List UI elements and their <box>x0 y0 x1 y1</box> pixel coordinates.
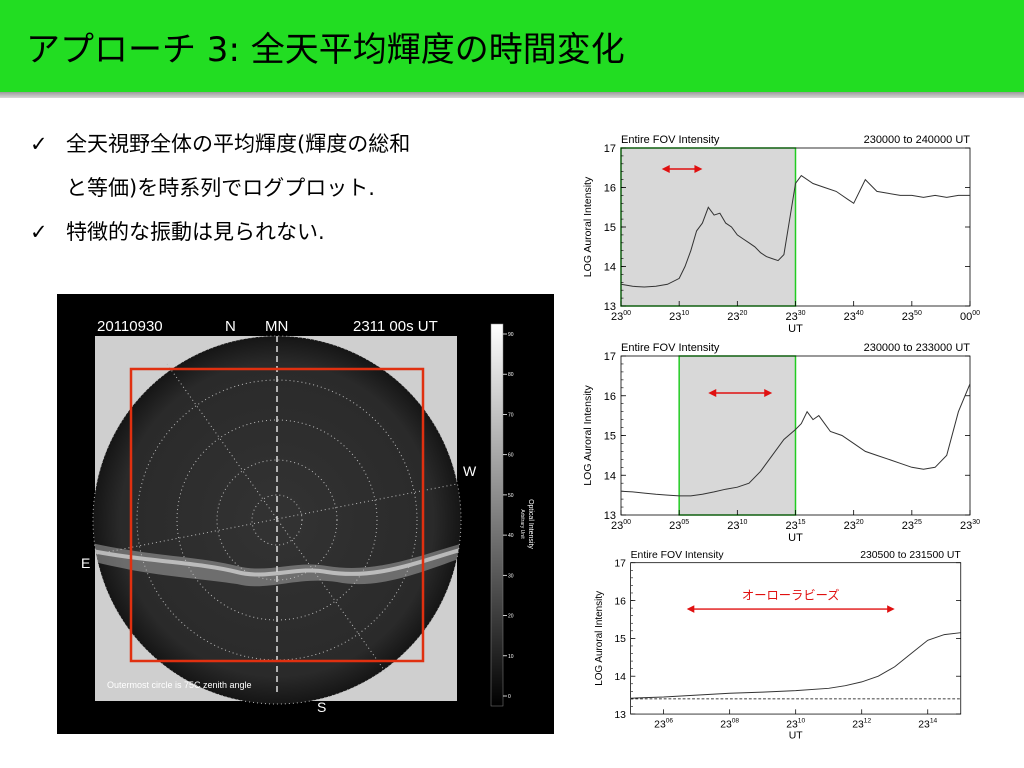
colorbar-tick-label: 90 <box>508 332 514 338</box>
intensity-line <box>620 174 970 288</box>
x-axis-label: UT <box>788 532 803 542</box>
arrow-head-right <box>764 389 773 397</box>
x-tick-label: 2350 <box>902 310 922 323</box>
y-tick-label: 16 <box>614 596 626 607</box>
colorbar-tick-label: 0 <box>508 694 511 700</box>
x-tick-label: 2320 <box>727 310 747 323</box>
colorbar-tick-label: 50 <box>508 493 514 499</box>
x-tick-label: 2314 <box>918 718 937 731</box>
plot-frame <box>630 562 962 715</box>
plot-time-range: 230000 to 233000 UT <box>864 342 971 354</box>
y-tick-label: 17 <box>604 143 616 155</box>
intensity-plot-half-hour: Entire FOV Intensity 230000 to 233000 UT 1… <box>582 342 980 542</box>
colorbar-tick-label: 70 <box>508 412 514 418</box>
y-axis-label: LOG Auroral Intensity <box>594 591 605 686</box>
east-label: E <box>81 555 90 571</box>
plot-time-range: 230500 to 231500 UT <box>860 550 961 561</box>
colorbar-tick-label: 80 <box>508 372 514 378</box>
y-tick-label: 16 <box>604 183 616 195</box>
y-tick-label: 14 <box>614 672 626 683</box>
intensity-line <box>620 383 971 497</box>
x-tick-label: 2310 <box>727 519 747 532</box>
image-caption: Outermost circle is 75C zenith angle <box>107 680 252 690</box>
arrow-head-right <box>694 165 703 173</box>
arrow-head-left <box>686 605 695 613</box>
x-tick-label: 2305 <box>669 519 689 532</box>
x-tick-label: 2300 <box>611 310 631 323</box>
north-label: N <box>225 318 236 335</box>
plot-title: Entire FOV Intensity <box>621 134 720 146</box>
x-tick-label: 2308 <box>720 718 739 731</box>
check-icon: ✓ <box>30 220 48 244</box>
intensity-plot-zoom: Entire FOV Intensity 230500 to 231500 UT 1… <box>594 550 962 742</box>
x-tick-label: 2310 <box>786 718 805 731</box>
y-tick-label: 15 <box>604 222 616 234</box>
highlight-region <box>620 147 797 307</box>
x-tick-label: 2310 <box>669 310 689 323</box>
bullet-line: 全天視野全体の平均輝度(輝度の総和 <box>66 132 411 156</box>
y-tick-label: 17 <box>614 558 626 569</box>
check-icon: ✓ <box>30 132 48 156</box>
x-tick-label: 2325 <box>902 519 922 532</box>
aurora-band <box>93 542 461 587</box>
colorbar-title: Optical Intensity <box>527 499 534 549</box>
bullet-line: 特徴的な振動は見られない. <box>66 220 325 244</box>
bullet-list: ✓ 全天視野全体の平均輝度(輝度の総和 と等価)を時系列でログプロット. ✓ 特… <box>30 122 560 254</box>
colorbar-tick-label: 10 <box>508 654 514 660</box>
bullet-line: と等価)を時系列でログプロット. <box>66 176 375 200</box>
y-tick-label: 13 <box>614 710 626 721</box>
y-tick-label: 13 <box>604 301 616 313</box>
aurora-beads-annotation: オーローラビーズ <box>742 588 840 603</box>
highlight-region <box>678 355 797 516</box>
colorbar-tick-label: 20 <box>508 614 514 620</box>
y-axis-label: LOG Auroral Intensity <box>582 176 594 277</box>
south-label: S <box>317 699 326 715</box>
x-tick-label: 2330 <box>785 310 805 323</box>
fov-box <box>129 367 425 663</box>
plot-title: Entire FOV Intensity <box>621 342 720 354</box>
x-tick-label: 2306 <box>654 718 673 731</box>
bullet-item: ✓ 特徴的な振動は見られない. <box>30 210 560 254</box>
all-sky-image: 20110930 N MN 2311 00s UT E W S Outermos… <box>57 294 554 734</box>
x-tick-label: 2312 <box>852 718 871 731</box>
colorbar-tick-label: 60 <box>508 453 514 459</box>
x-tick-label: 0000 <box>960 310 980 323</box>
plot-time-range: 230000 to 240000 UT <box>864 134 971 146</box>
slide-title: アプローチ 3: 全天平均輝度の時間変化 <box>26 30 625 70</box>
arrow-head-right <box>887 605 895 613</box>
west-label: W <box>463 463 477 479</box>
plot-title: Entire FOV Intensity <box>631 550 725 561</box>
colorbar <box>490 323 504 707</box>
bullet-item: ✓ 全天視野全体の平均輝度(輝度の総和 と等価)を時系列でログプロット. <box>30 122 560 210</box>
title-bar: アプローチ 3: 全天平均輝度の時間変化 <box>0 0 1024 92</box>
mn-label: MN <box>265 318 288 335</box>
intensity-plot-full-hour: Entire FOV Intensity 230000 to 240000 UT 1… <box>582 134 980 334</box>
y-tick-label: 15 <box>614 634 626 645</box>
image-date: 20110930 <box>97 318 163 335</box>
y-tick-label: 16 <box>604 391 616 403</box>
y-tick-label: 14 <box>604 470 616 482</box>
y-tick-label: 17 <box>604 351 616 363</box>
x-tick-label: 2340 <box>844 310 864 323</box>
x-tick-label: 2330 <box>960 519 980 532</box>
arrow-head-left <box>708 389 717 397</box>
y-tick-label: 14 <box>604 262 616 274</box>
arrow-head-left <box>661 165 670 173</box>
x-axis-label: UT <box>788 323 803 334</box>
y-tick-label: 13 <box>604 510 616 522</box>
y-tick-label: 15 <box>604 431 616 443</box>
colorbar-tick-label: 40 <box>508 533 514 539</box>
x-axis-label: UT <box>789 731 804 742</box>
y-axis-label: LOG Auroral Intensity <box>582 385 594 486</box>
colorbar-tick-label: 30 <box>508 573 514 579</box>
colorbar-unit: Arbitrary Unit <box>519 509 525 539</box>
colorbar-ticks: 90 80 70 60 50 40 30 20 10 0 <box>503 332 514 700</box>
x-tick-label: 2320 <box>844 519 864 532</box>
image-time: 2311 00s UT <box>353 318 438 335</box>
title-divider <box>0 92 1024 98</box>
x-tick-label: 2315 <box>785 519 805 532</box>
x-tick-label: 2300 <box>611 519 631 532</box>
intensity-line <box>630 632 961 699</box>
